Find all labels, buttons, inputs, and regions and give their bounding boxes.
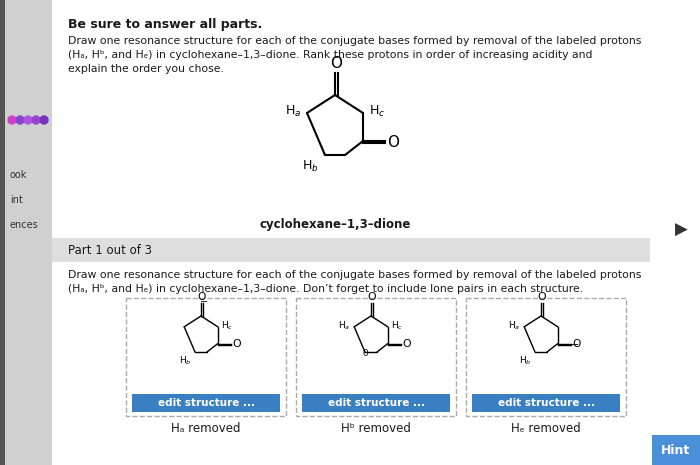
Text: cyclohexane–1,3–dione: cyclohexane–1,3–dione (259, 218, 411, 231)
Text: H$_b$: H$_b$ (519, 354, 531, 367)
Text: O: O (402, 339, 411, 349)
Text: O: O (330, 56, 342, 71)
Text: H$_c$: H$_c$ (369, 103, 385, 119)
Text: Be sure to answer all parts.: Be sure to answer all parts. (68, 18, 262, 31)
Circle shape (40, 116, 48, 124)
Text: O: O (387, 134, 399, 150)
Text: edit structure ...: edit structure ... (158, 398, 255, 408)
Bar (0, 0, 52, 465)
FancyBboxPatch shape (132, 394, 280, 412)
Text: ences: ences (10, 220, 38, 230)
Text: edit structure ...: edit structure ... (498, 398, 594, 408)
Bar (466, 298, 626, 416)
Text: ook: ook (10, 170, 27, 180)
Text: −: − (200, 297, 208, 307)
Text: explain the order you chose.: explain the order you chose. (68, 64, 224, 74)
Text: Hint: Hint (662, 444, 691, 457)
Text: Draw one resonance structure for each of the conjugate bases formed by removal o: Draw one resonance structure for each of… (68, 36, 641, 46)
Text: (Hₐ, Hᵇ, and Hₑ) in cyclohexane–1,3–dione. Rank these protons in order of increa: (Hₐ, Hᵇ, and Hₑ) in cyclohexane–1,3–dion… (68, 50, 592, 60)
Circle shape (16, 116, 24, 124)
Text: O: O (368, 292, 376, 302)
Text: H$_a$: H$_a$ (285, 103, 301, 119)
Text: H$_c$: H$_c$ (391, 319, 404, 332)
Text: H$_c$: H$_c$ (221, 319, 234, 332)
Text: int: int (10, 195, 23, 205)
FancyBboxPatch shape (472, 394, 620, 412)
FancyBboxPatch shape (652, 435, 700, 465)
Text: (Hₐ, Hᵇ, and Hₑ) in cyclohexane–1,3–dione. Don’t forget to include lone pairs in: (Hₐ, Hᵇ, and Hₑ) in cyclohexane–1,3–dion… (68, 284, 583, 294)
Text: H$_b$: H$_b$ (178, 354, 191, 367)
FancyBboxPatch shape (302, 394, 450, 412)
Text: −: − (571, 340, 580, 351)
Text: H$_a$: H$_a$ (508, 319, 521, 332)
Text: Hₐ removed: Hₐ removed (172, 422, 241, 435)
Text: Hᵇ removed: Hᵇ removed (341, 422, 411, 435)
Text: θ: θ (362, 349, 368, 358)
Circle shape (32, 116, 40, 124)
Bar (126, 298, 286, 416)
Text: Part 1 out of 3: Part 1 out of 3 (68, 244, 152, 257)
Text: H$_a$: H$_a$ (338, 319, 351, 332)
Text: O: O (572, 339, 580, 349)
Text: H$_b$: H$_b$ (302, 159, 319, 174)
Text: O: O (232, 339, 241, 349)
Circle shape (8, 116, 16, 124)
Text: O: O (538, 292, 546, 302)
Bar (52, 238, 650, 262)
Circle shape (24, 116, 32, 124)
Bar (0, 0, 5, 465)
Text: Hₑ removed: Hₑ removed (511, 422, 581, 435)
Text: ▶: ▶ (675, 221, 687, 239)
Text: edit structure ...: edit structure ... (328, 398, 424, 408)
Text: Draw one resonance structure for each of the conjugate bases formed by removal o: Draw one resonance structure for each of… (68, 270, 641, 280)
Bar (296, 298, 456, 416)
Text: O: O (197, 292, 206, 302)
